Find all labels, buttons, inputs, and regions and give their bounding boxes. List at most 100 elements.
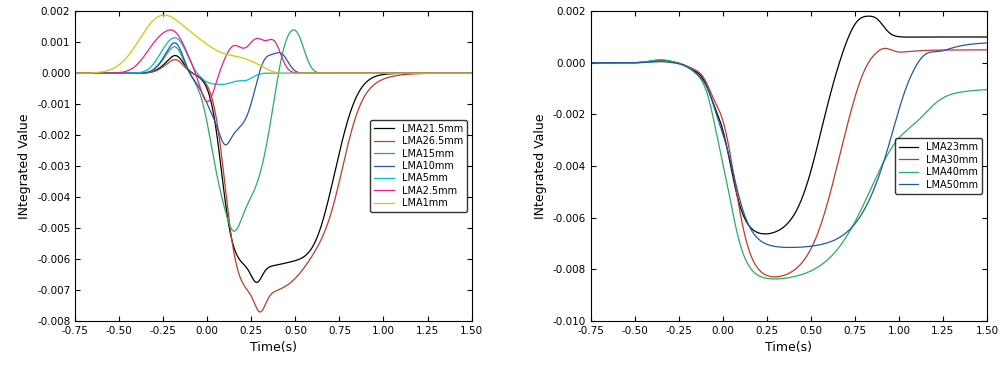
LMA23mm bbox=[863, 14, 875, 18]
LMA2.5mm bbox=[466, 71, 478, 75]
LMA21.5mm bbox=[141, 70, 153, 75]
LMA1mm bbox=[395, 71, 407, 75]
Legend: LMA23mm, LMA30mm, LMA40mm, LMA50mm: LMA23mm, LMA30mm, LMA40mm, LMA50mm bbox=[895, 138, 982, 194]
LMA2.5mm bbox=[220, 52, 232, 57]
LMA1mm bbox=[327, 71, 339, 75]
LMA21.5mm bbox=[307, 244, 319, 248]
LMA40mm bbox=[769, 277, 781, 281]
LMA40mm bbox=[823, 257, 835, 261]
LMA26.5mm bbox=[169, 57, 181, 62]
LMA1mm bbox=[220, 52, 232, 57]
LMA26.5mm bbox=[365, 85, 377, 90]
Line: LMA2.5mm: LMA2.5mm bbox=[75, 30, 472, 102]
LMA1mm bbox=[466, 71, 478, 75]
LMA50mm bbox=[843, 229, 855, 233]
LMA10mm bbox=[141, 70, 153, 75]
LMA30mm bbox=[769, 275, 781, 279]
LMA50mm bbox=[656, 59, 668, 64]
LMA1mm bbox=[365, 71, 377, 75]
LMA10mm bbox=[220, 142, 232, 147]
LMA26.5mm bbox=[255, 310, 267, 314]
LMA5mm bbox=[168, 35, 180, 40]
LMA1mm bbox=[158, 13, 170, 17]
LMA30mm bbox=[879, 46, 891, 51]
LMA15mm bbox=[395, 71, 407, 75]
LMA30mm bbox=[823, 198, 835, 202]
LMA30mm bbox=[881, 46, 893, 51]
X-axis label: Time(s): Time(s) bbox=[766, 341, 813, 354]
LMA50mm bbox=[736, 205, 748, 210]
LMA15mm bbox=[228, 229, 240, 233]
LMA5mm bbox=[307, 71, 319, 75]
Line: LMA1mm: LMA1mm bbox=[75, 15, 472, 73]
LMA26.5mm bbox=[327, 204, 339, 208]
LMA15mm bbox=[141, 70, 153, 75]
LMA23mm bbox=[843, 35, 855, 40]
LMA21.5mm bbox=[69, 71, 81, 75]
LMA21.5mm bbox=[250, 280, 263, 285]
Line: LMA50mm: LMA50mm bbox=[590, 43, 987, 247]
LMA26.5mm bbox=[466, 71, 478, 75]
LMA15mm bbox=[307, 67, 319, 72]
LMA2.5mm bbox=[327, 71, 339, 75]
LMA50mm bbox=[981, 41, 993, 45]
Line: LMA30mm: LMA30mm bbox=[590, 48, 987, 277]
LMA15mm bbox=[327, 71, 339, 75]
LMA40mm bbox=[881, 154, 893, 159]
LMA26.5mm bbox=[307, 252, 319, 257]
LMA2.5mm bbox=[395, 71, 407, 75]
LMA15mm bbox=[69, 71, 81, 75]
LMA1mm bbox=[69, 71, 81, 75]
Y-axis label: INtegrated Value: INtegrated Value bbox=[18, 113, 31, 219]
LMA10mm bbox=[69, 71, 81, 75]
LMA21.5mm bbox=[220, 210, 232, 214]
LMA23mm bbox=[656, 58, 668, 63]
LMA21.5mm bbox=[327, 177, 339, 182]
LMA5mm bbox=[220, 82, 232, 86]
LMA30mm bbox=[981, 48, 993, 52]
LMA26.5mm bbox=[141, 70, 153, 75]
LMA30mm bbox=[736, 220, 748, 225]
LMA21.5mm bbox=[169, 53, 181, 58]
LMA10mm bbox=[395, 71, 407, 75]
LMA21.5mm bbox=[395, 71, 407, 76]
LMA15mm bbox=[288, 28, 300, 32]
LMA15mm bbox=[365, 71, 377, 75]
Line: LMA15mm: LMA15mm bbox=[75, 30, 472, 231]
LMA40mm bbox=[654, 57, 666, 62]
LMA10mm bbox=[327, 71, 339, 75]
LMA5mm bbox=[69, 71, 81, 75]
LMA40mm bbox=[736, 248, 748, 253]
Line: LMA23mm: LMA23mm bbox=[590, 16, 987, 234]
LMA30mm bbox=[843, 119, 855, 123]
LMA5mm bbox=[395, 71, 407, 75]
LMA2.5mm bbox=[307, 71, 319, 75]
LMA21.5mm bbox=[466, 71, 478, 75]
Line: LMA10mm: LMA10mm bbox=[75, 43, 472, 145]
LMA15mm bbox=[466, 71, 478, 75]
LMA40mm bbox=[656, 58, 668, 62]
LMA5mm bbox=[141, 68, 153, 72]
Line: LMA21.5mm: LMA21.5mm bbox=[75, 56, 472, 282]
LMA40mm bbox=[584, 60, 596, 65]
LMA23mm bbox=[911, 35, 923, 39]
LMA23mm bbox=[881, 28, 893, 32]
LMA5mm bbox=[365, 71, 377, 75]
LMA15mm bbox=[220, 213, 232, 218]
LMA50mm bbox=[911, 63, 923, 67]
LMA50mm bbox=[881, 151, 893, 155]
LMA50mm bbox=[584, 60, 596, 65]
LMA5mm bbox=[466, 71, 478, 75]
LMA1mm bbox=[279, 71, 291, 76]
LMA26.5mm bbox=[69, 71, 81, 75]
LMA30mm bbox=[656, 59, 668, 63]
X-axis label: Time(s): Time(s) bbox=[249, 341, 297, 354]
LMA26.5mm bbox=[220, 198, 232, 202]
LMA40mm bbox=[911, 120, 923, 124]
LMA10mm bbox=[307, 71, 319, 75]
LMA10mm bbox=[466, 71, 478, 75]
LMA2.5mm bbox=[164, 28, 176, 32]
LMA23mm bbox=[760, 232, 772, 236]
LMA30mm bbox=[584, 60, 596, 65]
LMA50mm bbox=[784, 245, 796, 250]
